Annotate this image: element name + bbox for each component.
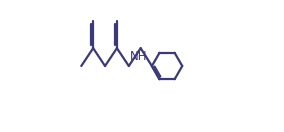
Text: NH: NH (130, 50, 147, 63)
